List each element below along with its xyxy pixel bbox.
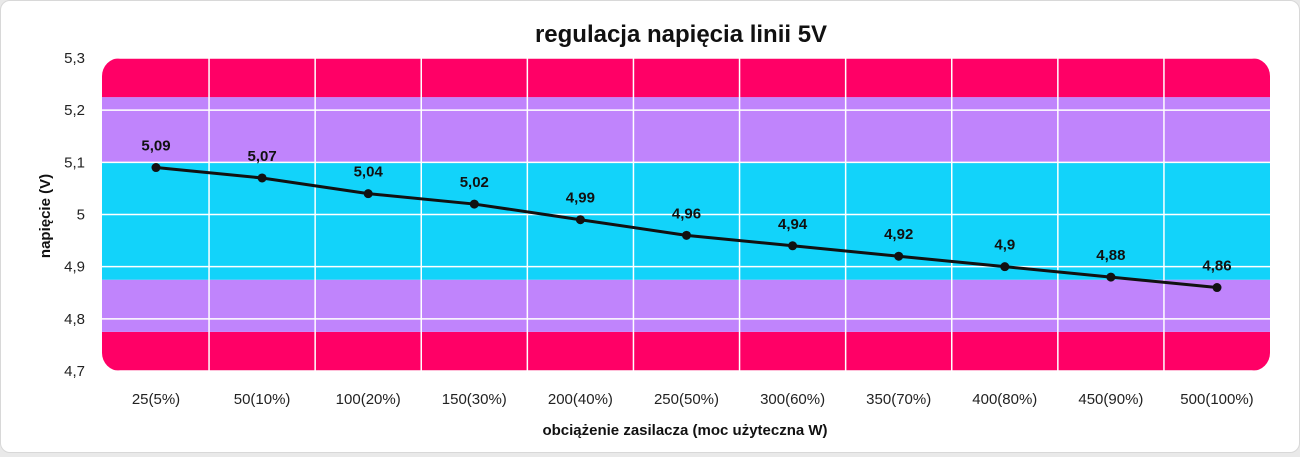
data-point — [788, 241, 798, 251]
data-label: 5,07 — [247, 148, 276, 165]
data-point — [257, 173, 267, 183]
x-tick-label: 350(70%) — [866, 391, 931, 408]
y-axis-label: napięcie (V) — [37, 174, 54, 258]
y-tick-label: 5,1 — [64, 154, 85, 171]
x-tick-label: 50(10%) — [234, 391, 291, 408]
data-point — [1000, 262, 1010, 272]
y-tick-label: 4,8 — [64, 311, 85, 328]
x-tick-label: 200(40%) — [548, 391, 613, 408]
x-tick-label: 250(50%) — [654, 391, 719, 408]
data-label: 5,04 — [354, 164, 384, 181]
data-point — [151, 163, 161, 173]
data-label: 4,88 — [1096, 247, 1125, 264]
x-tick-label: 150(30%) — [442, 391, 507, 408]
data-label: 4,99 — [566, 190, 595, 207]
y-tick-label: 5 — [77, 207, 85, 224]
y-tick-label: 5,3 — [64, 50, 85, 67]
x-tick-label: 300(60%) — [760, 391, 825, 408]
axes: 4,7 4,8 4,9 5 5,1 5,2 5,3 25(5%) 50(10%) 100(20%)… — [64, 50, 1254, 408]
band-3 — [102, 97, 1270, 163]
data-point — [894, 251, 904, 261]
x-tick-label: 100(20%) — [336, 391, 401, 408]
data-point — [469, 199, 479, 209]
data-point — [575, 215, 585, 225]
series-layer: 5,09 5,07 5,04 5,02 4,99 4,96 4,94 4,92 4,9 4,88 4… — [141, 138, 1232, 293]
plot-area — [102, 58, 1270, 371]
data-point — [682, 230, 691, 240]
data-point — [1106, 272, 1116, 282]
chart-title: regulacja napięcia linii 5V — [535, 21, 827, 48]
y-tick-label: 4,9 — [64, 259, 85, 276]
data-label: 4,94 — [778, 216, 808, 233]
data-label: 4,96 — [672, 205, 701, 222]
data-point — [1212, 283, 1222, 293]
x-tick-label: 450(90%) — [1078, 391, 1143, 408]
band-1 — [102, 279, 1270, 332]
data-label: 5,02 — [460, 174, 489, 191]
y-tick-label: 4,7 — [64, 363, 85, 380]
x-tick-label: 500(100%) — [1180, 391, 1253, 408]
data-point — [363, 189, 373, 199]
data-label: 4,9 — [994, 237, 1015, 254]
y-tick-label: 5,2 — [64, 102, 85, 119]
x-tick-label: 25(5%) — [132, 391, 180, 408]
band-0 — [102, 331, 1270, 371]
data-label: 5,09 — [141, 138, 170, 155]
data-label: 4,86 — [1202, 258, 1231, 275]
x-axis-label: obciążenie zasilacza (moc użyteczna W) — [542, 422, 827, 439]
band-4 — [102, 58, 1270, 98]
x-tick-label: 400(80%) — [972, 391, 1037, 408]
data-label: 4,92 — [884, 226, 913, 243]
